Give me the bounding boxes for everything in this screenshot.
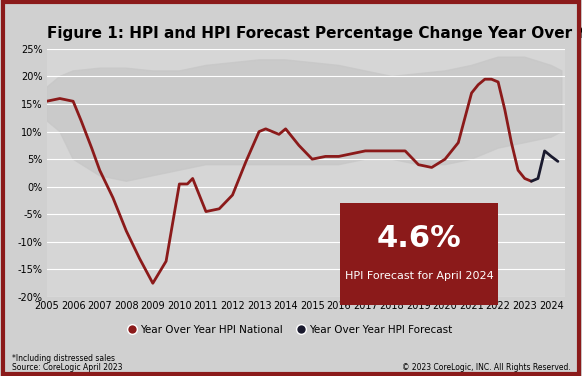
Text: © 2023 CoreLogic, INC. All Rights Reserved.: © 2023 CoreLogic, INC. All Rights Reserv…	[402, 363, 570, 372]
Text: Source: CoreLogic April 2023: Source: CoreLogic April 2023	[12, 363, 122, 372]
Polygon shape	[47, 57, 562, 181]
Text: 4.6%: 4.6%	[377, 224, 462, 253]
Text: Figure 1: HPI and HPI Forecast Percentage Change Year Over Year: Figure 1: HPI and HPI Forecast Percentag…	[47, 26, 582, 41]
Legend: Year Over Year HPI National, Year Over Year HPI Forecast: Year Over Year HPI National, Year Over Y…	[126, 320, 456, 339]
Text: HPI Forecast for April 2024: HPI Forecast for April 2024	[345, 271, 494, 281]
Text: *Including distressed sales: *Including distressed sales	[12, 354, 115, 363]
